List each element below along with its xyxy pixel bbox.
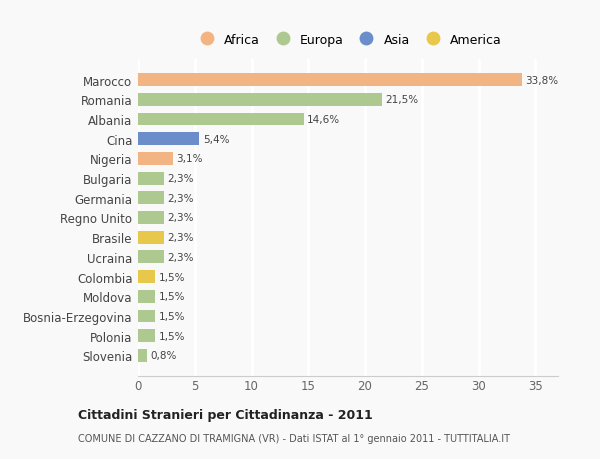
- Bar: [138, 172, 164, 185]
- Bar: [138, 74, 521, 87]
- Text: 2,3%: 2,3%: [167, 252, 194, 263]
- Bar: [138, 153, 173, 165]
- Bar: [138, 231, 164, 244]
- Text: 2,3%: 2,3%: [167, 193, 194, 203]
- Bar: [138, 330, 155, 342]
- Bar: [138, 212, 164, 224]
- Bar: [138, 133, 199, 146]
- Text: 33,8%: 33,8%: [525, 75, 558, 85]
- Text: 0,8%: 0,8%: [151, 351, 177, 361]
- Text: 1,5%: 1,5%: [158, 311, 185, 321]
- Text: Cittadini Stranieri per Cittadinanza - 2011: Cittadini Stranieri per Cittadinanza - 2…: [78, 408, 373, 421]
- Bar: [138, 349, 147, 362]
- Bar: [138, 94, 382, 106]
- Text: 2,3%: 2,3%: [167, 174, 194, 184]
- Text: 5,4%: 5,4%: [203, 134, 229, 145]
- Text: 1,5%: 1,5%: [158, 291, 185, 302]
- Bar: [138, 192, 164, 205]
- Text: 1,5%: 1,5%: [158, 331, 185, 341]
- Text: 21,5%: 21,5%: [385, 95, 419, 105]
- Text: 2,3%: 2,3%: [167, 213, 194, 223]
- Legend: Africa, Europa, Asia, America: Africa, Europa, Asia, America: [191, 31, 505, 49]
- Bar: [138, 310, 155, 323]
- Text: 1,5%: 1,5%: [158, 272, 185, 282]
- Bar: [138, 271, 155, 283]
- Bar: [138, 113, 304, 126]
- Bar: [138, 251, 164, 264]
- Text: 3,1%: 3,1%: [176, 154, 203, 164]
- Text: 14,6%: 14,6%: [307, 115, 340, 125]
- Text: COMUNE DI CAZZANO DI TRAMIGNA (VR) - Dati ISTAT al 1° gennaio 2011 - TUTTITALIA.: COMUNE DI CAZZANO DI TRAMIGNA (VR) - Dat…: [78, 433, 510, 442]
- Bar: [138, 290, 155, 303]
- Text: 2,3%: 2,3%: [167, 233, 194, 243]
